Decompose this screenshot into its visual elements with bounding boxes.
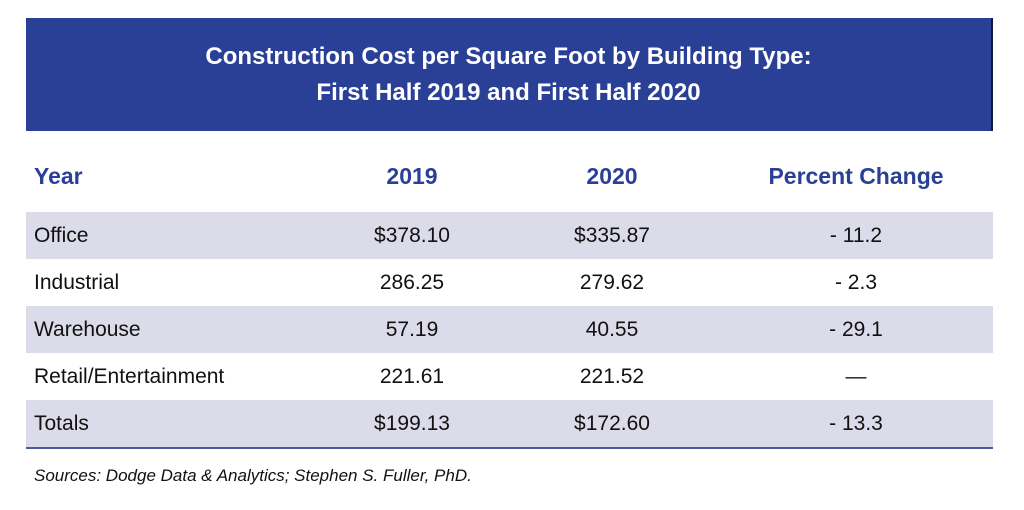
value-2019: $199.13 — [374, 411, 450, 435]
value-2020: $172.60 — [574, 411, 650, 435]
table-row: Retail/Entertainment 221.61 221.52 — — [26, 353, 993, 400]
row-label: Totals — [34, 411, 89, 435]
value-percent-change: - 13.3 — [829, 411, 883, 435]
value-percent-change: — — [845, 364, 867, 388]
row-label: Retail/Entertainment — [34, 364, 225, 388]
value-percent-change: - 2.3 — [834, 270, 878, 294]
title-line-2: First Half 2019 and First Half 2020 — [316, 78, 701, 106]
value-percent-change: - 11.2 — [829, 223, 883, 247]
value-2020: 221.52 — [579, 364, 645, 388]
header-2019: 2019 — [386, 162, 438, 189]
table-row-totals: Totals $199.13 $172.60 - 13.3 — [26, 400, 993, 449]
source-note: Sources: Dodge Data & Analytics; Stephen… — [34, 466, 472, 485]
value-2020: 40.55 — [585, 317, 639, 341]
row-label: Office — [34, 223, 89, 247]
header-2020: 2020 — [586, 162, 638, 189]
value-2019: 221.61 — [379, 364, 445, 388]
table-row: Industrial 286.25 279.62 - 2.3 — [26, 259, 993, 306]
value-2020: $335.87 — [574, 223, 650, 247]
value-2019: 57.19 — [385, 317, 439, 341]
header-percent-change: Percent Change — [768, 162, 944, 189]
header-year: Year — [34, 162, 83, 189]
table-row: Warehouse 57.19 40.55 - 29.1 — [26, 306, 993, 353]
cost-table: Year 2019 2020 Percent Change Office $37… — [26, 152, 993, 449]
value-percent-change: - 29.1 — [829, 317, 883, 341]
table-header-row: Year 2019 2020 Percent Change — [26, 152, 993, 200]
value-2019: $378.10 — [374, 223, 450, 247]
title-line-1: Construction Cost per Square Foot by Bui… — [205, 42, 812, 70]
title-banner: Construction Cost per Square Foot by Bui… — [26, 18, 993, 131]
value-2019: 286.25 — [379, 270, 445, 294]
row-label: Industrial — [34, 270, 120, 294]
row-label: Warehouse — [34, 317, 141, 341]
table-row: Office $378.10 $335.87 - 11.2 — [26, 212, 993, 259]
value-2020: 279.62 — [579, 270, 645, 294]
